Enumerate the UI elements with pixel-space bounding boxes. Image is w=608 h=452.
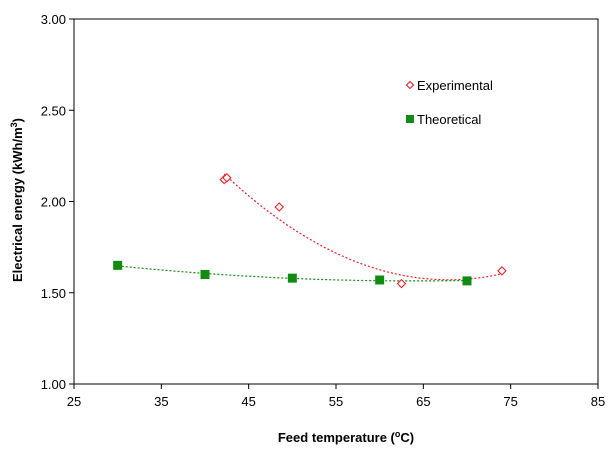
x-tick-label: 75: [503, 394, 517, 409]
trendline-experimental: [223, 173, 503, 281]
y-axis-title: Electrical energy (kWh/m3): [9, 118, 25, 282]
legend-label-theoretical: Theoretical: [417, 112, 481, 127]
axis-ticks: 25 35 45 55 65 75 85 1.00 1.50 2.00 2.50 3.00: [41, 12, 606, 409]
theoretical-point: [200, 270, 210, 279]
experimental-point: [222, 172, 232, 183]
theoretical-point: [287, 273, 297, 283]
y-tick-label: 2.50: [41, 103, 66, 118]
plot-area: [73, 18, 599, 385]
theoretical-point: [462, 276, 472, 286]
x-tick-label: 35: [154, 394, 168, 409]
y-tick-label: 2.00: [41, 195, 66, 210]
y-tick-label: 1.50: [41, 286, 66, 301]
x-tick-label: 25: [67, 394, 81, 409]
plot-border: [73, 18, 599, 385]
data-markers: [113, 172, 507, 289]
theoretical-point: [113, 260, 123, 270]
experimental-point: [497, 266, 507, 276]
trendlines: [117, 173, 503, 282]
x-tick-label: 85: [591, 394, 605, 409]
x-axis-title: Feed temperature (oC): [278, 429, 414, 445]
x-tick-label: 65: [416, 394, 430, 409]
y-tick-label: 3.00: [41, 12, 66, 27]
y-tick-label: 1.00: [41, 377, 66, 392]
x-tick-label: 55: [329, 394, 343, 409]
theoretical-point: [375, 275, 385, 285]
experimental-point: [274, 202, 285, 212]
legend: Experimental Theoretical: [405, 78, 493, 127]
legend-marker-experimental: [405, 80, 415, 90]
legend-label-experimental: Experimental: [417, 78, 493, 93]
x-tick-label: 45: [241, 394, 255, 409]
experimental-point: [396, 278, 407, 289]
legend-marker-theoretical: [406, 115, 414, 123]
